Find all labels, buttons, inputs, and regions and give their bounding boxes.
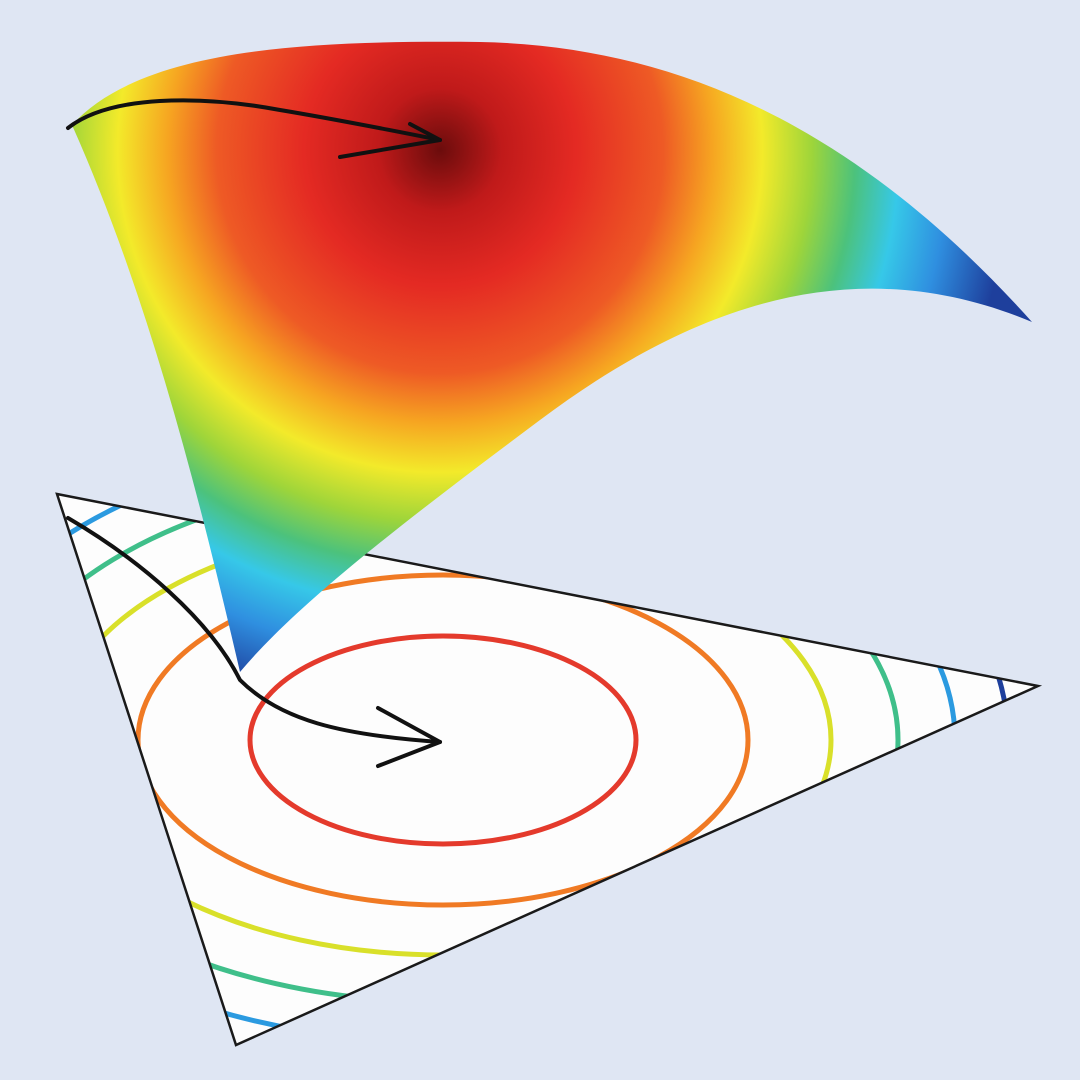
arrow-top-path: [66, 98, 442, 142]
arrow-icon: [66, 516, 442, 768]
arrow-icon: [66, 98, 442, 159]
arrow-top-head: [338, 122, 442, 159]
contour-ring-inner: [247, 633, 639, 847]
arrow-bottom-head: [376, 706, 442, 768]
triangle-outline: [55, 492, 1043, 1047]
arrow-bottom-path: [66, 516, 442, 744]
triangle-face: [57, 494, 1038, 1045]
